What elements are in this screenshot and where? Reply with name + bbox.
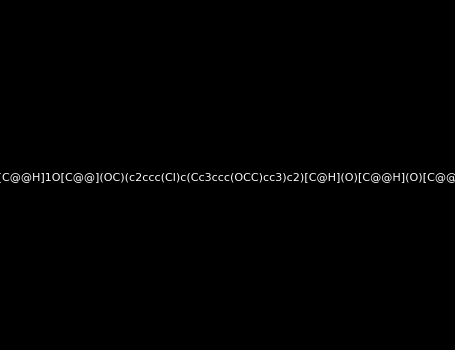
Text: OC[C@@H]1O[C@@](OC)(c2ccc(Cl)c(Cc3ccc(OCC)cc3)c2)[C@H](O)[C@@H](O)[C@@H]1O: OC[C@@H]1O[C@@](OC)(c2ccc(Cl)c(Cc3ccc(OC… [0,172,455,182]
